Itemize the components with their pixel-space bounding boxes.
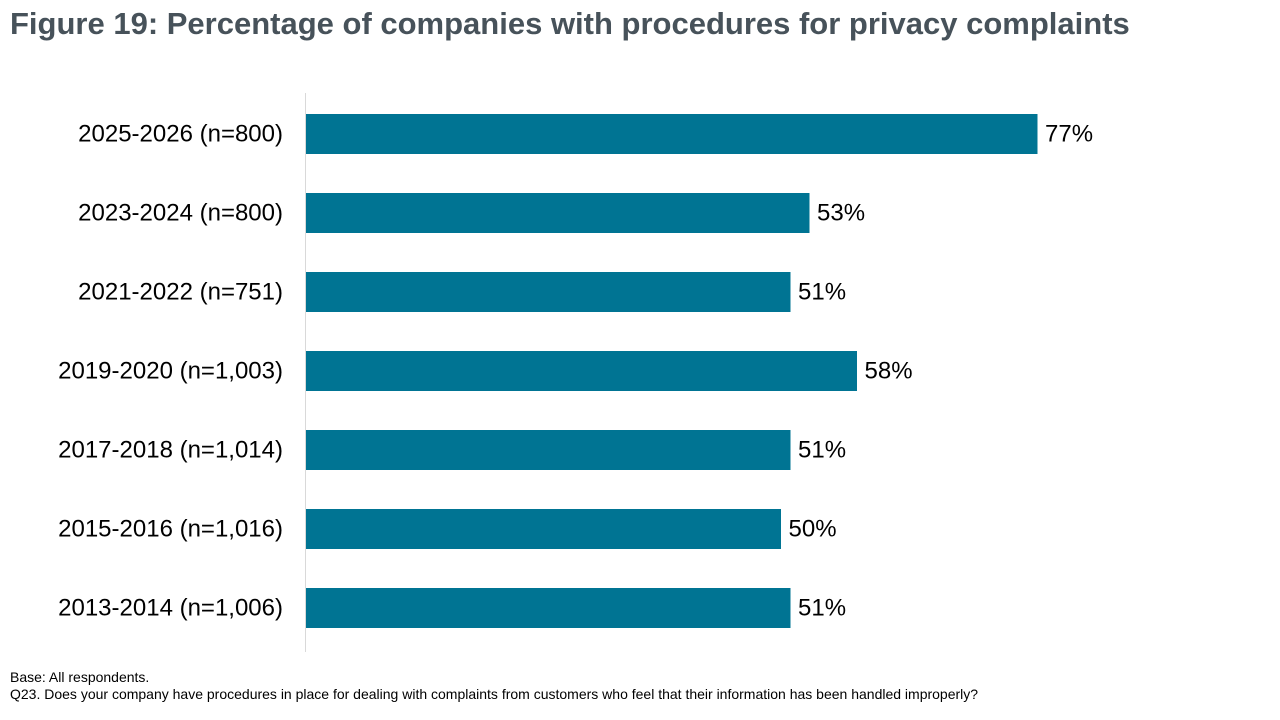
- data-label: 51%: [798, 437, 846, 464]
- chart-title: Figure 19: Percentage of companies with …: [10, 6, 1130, 41]
- bar: [306, 509, 781, 549]
- bar: [306, 193, 810, 233]
- bar-chart: 2025-2026 (n=800) 2023-2024 (n=800) 2021-2…: [58, 93, 1094, 652]
- bar: [306, 588, 791, 628]
- bar: [306, 351, 857, 391]
- data-label: 53%: [817, 200, 865, 227]
- category-label: 2023-2024 (n=800): [78, 200, 283, 227]
- category-label: 2017-2018 (n=1,014): [58, 437, 283, 464]
- bar: [306, 272, 791, 312]
- bar: [306, 114, 1038, 154]
- data-label: 51%: [798, 595, 846, 622]
- footnotes: Base: All respondents. Q23. Does your co…: [10, 669, 978, 703]
- data-label: 51%: [798, 279, 846, 306]
- category-label: 2015-2016 (n=1,016): [58, 516, 283, 543]
- category-label: 2021-2022 (n=751): [78, 279, 283, 306]
- question-note: Q23. Does your company have procedures i…: [10, 686, 979, 702]
- data-label: 58%: [865, 358, 913, 385]
- value-labels-group: 77% 53% 51% 58% 51% 50% 51%: [789, 121, 1094, 622]
- bar: [306, 430, 791, 470]
- category-label: 2013-2014 (n=1,006): [58, 595, 283, 622]
- category-labels-group: 2025-2026 (n=800) 2023-2024 (n=800) 2021-2…: [58, 121, 283, 622]
- bars-group: [306, 114, 1038, 628]
- data-label: 50%: [789, 516, 837, 543]
- data-label: 77%: [1045, 121, 1093, 148]
- base-note: Base: All respondents.: [10, 669, 150, 685]
- category-label: 2025-2026 (n=800): [78, 121, 283, 148]
- category-label: 2019-2020 (n=1,003): [58, 358, 283, 385]
